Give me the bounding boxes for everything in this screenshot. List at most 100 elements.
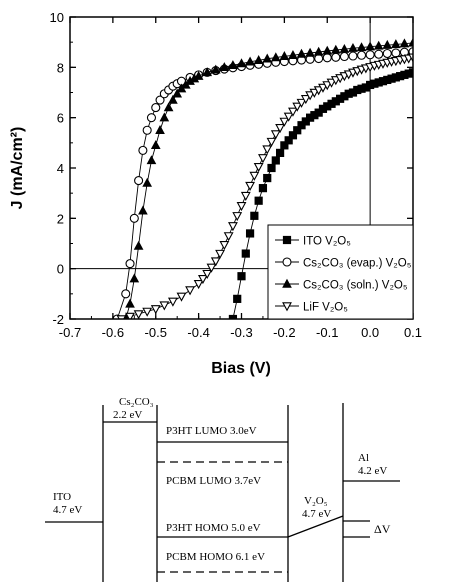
data-point [125,312,135,319]
legend-item: Cs₂CO₃ (soln.) V₂O₅ [275,278,408,292]
legend-items: ITO V₂O₅ Cs₂CO₃ (evap.) V₂O₅ Cs₂CO₃ (soln.… [275,236,412,314]
data-point [138,145,148,155]
data-point [116,315,127,319]
data-point [228,60,238,70]
al-label: Al 4.2 eV [358,452,387,477]
y-tick-label: 6 [57,111,64,126]
pcbm-homo-label: PCBM HOMO 6.1 eV [166,551,265,563]
data-point [125,259,135,269]
x-tick-label: -0.5 [145,325,167,340]
data-point [193,280,204,290]
x-tick-label: -0.2 [273,325,295,340]
data-point [142,307,153,317]
data-point [250,211,259,220]
data-point [399,38,410,48]
data-point [168,94,178,104]
data-point [193,70,204,80]
data-point [292,102,303,112]
data-point [356,42,367,52]
data-point [155,95,165,105]
data-point [241,249,250,258]
data-point [133,310,144,319]
v2o5-level [287,515,344,538]
v2o5-label: V₂O₅ 4.7 eV [302,495,331,520]
legend-marker [282,257,292,267]
data-point [270,130,281,140]
data-point [262,145,273,155]
data-point [339,51,349,62]
y-tick-label: -2 [52,312,64,327]
y-axis-label: J (mA/cm²) [9,127,26,210]
legend-item: ITO V₂O₅ [275,236,351,248]
data-point [232,212,243,222]
data-point [253,162,264,173]
legend-marker [282,278,292,288]
data-point [279,117,290,127]
data-point [245,229,255,238]
data-point [258,184,268,193]
y-tick-label: 4 [57,161,64,176]
data-point [155,124,165,134]
data-point [293,126,302,135]
data-point [300,95,311,105]
data-point [288,107,298,117]
legend-label: LiF V₂O₅ [303,302,348,314]
data-point [163,102,174,112]
series-layer [112,37,413,319]
jv-chart: -0.7 -0.6 -0.5 -0.4 -0.3 -0.2 -0.1 0.0 0.1 -2 0 2 4 6… [9,10,422,377]
data-point [275,123,286,134]
energy-diagram [45,403,400,582]
data-point [159,112,170,122]
y-tick-label: 8 [57,60,64,75]
x-tick-label: -0.6 [102,325,124,340]
data-point [202,269,213,280]
data-point [365,41,375,51]
data-point [322,81,333,91]
data-point [279,51,290,60]
data-point [296,48,307,58]
legend-label: Cs₂CO₃ (soln.) V₂O₅ [303,280,408,292]
data-point [138,205,148,215]
data-point [240,191,251,202]
data-point [382,39,393,49]
data-point [331,52,341,62]
data-point [176,292,187,302]
series-filled-triangle [122,37,413,319]
data-point [133,240,144,250]
data-point [284,136,293,145]
x-tick-label: -0.1 [316,325,338,340]
data-point [206,263,217,273]
data-point [146,113,157,123]
data-point [313,46,324,56]
data-point [288,50,298,59]
data-point [219,62,230,72]
delta-v-label: ΔV [374,522,391,536]
x-axis-label: Bias (V) [211,360,271,377]
data-point [129,213,139,223]
ito-label: ITO 4.7 eV [53,491,82,516]
data-point [233,294,242,303]
y-tick-label: 10 [50,10,64,25]
x-tick-label: -0.7 [59,325,81,340]
legend-label: Cs₂CO₃ (evap.) V₂O₅ [303,258,412,270]
data-point [288,131,298,140]
pcbm-lumo-label: PCBM LUMO 3.7eV [166,475,261,487]
data-point [309,88,320,98]
data-point [348,51,358,61]
cs2co3-label: Cs₂CO₃ 2.2 eV [113,396,154,421]
data-point [365,50,375,60]
data-point [391,48,401,58]
legend: ITO V₂O₅ Cs₂CO₃ (evap.) V₂O₅ Cs₂CO₃ (soln.… [267,224,414,320]
data-point [236,202,247,212]
data-point [275,148,285,158]
data-point [263,173,272,183]
legend-marker [282,235,292,245]
p3ht-lumo-label: P3HT LUMO 3.0eV [166,425,257,437]
data-point [125,298,135,308]
series-filled-square [228,68,413,319]
data-point [150,140,161,150]
data-point [202,67,213,77]
data-point [167,297,178,307]
data-point [283,112,294,122]
data-point [271,156,280,165]
